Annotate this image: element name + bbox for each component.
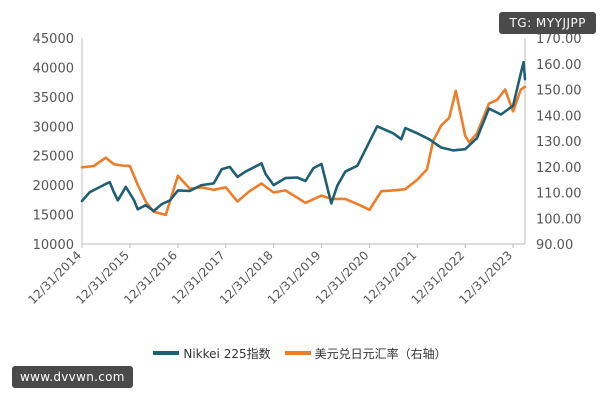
right-axis: 90.00 100.00 110.00 120.00 130.00 140.00 150.0… xyxy=(524,32,582,253)
right-tick-label: 90.00 xyxy=(536,238,573,253)
watermark-top-right: TG: MYYJJPP xyxy=(499,12,596,34)
right-tick-label: 130.00 xyxy=(536,135,582,150)
right-tick-label: 150.00 xyxy=(536,84,582,99)
series-line-nikkei xyxy=(80,60,527,213)
right-tick-label: 170.00 xyxy=(536,32,582,47)
left-tick-label: 15000 xyxy=(33,209,74,224)
left-tick-label: 10000 xyxy=(33,238,74,253)
series-layer xyxy=(80,60,527,217)
legend-swatch-usdjpy xyxy=(284,351,311,355)
left-tick-label: 45000 xyxy=(33,32,74,47)
left-tick-label: 40000 xyxy=(33,61,74,76)
legend-item-nikkei: Nikkei 225指数 xyxy=(153,345,271,362)
right-tick-label: 100.00 xyxy=(536,212,582,227)
right-tick-label: 160.00 xyxy=(536,58,582,73)
left-tick-label: 25000 xyxy=(33,150,74,165)
legend-item-usdjpy: 美元兑日元汇率（右轴） xyxy=(284,345,447,362)
left-tick-label: 35000 xyxy=(33,91,74,106)
legend: Nikkei 225指数 美元兑日元汇率（右轴） xyxy=(0,343,600,363)
left-axis: 10000 15000 20000 25000 30000 35000 40000 45000 xyxy=(33,32,83,253)
left-tick-label: 20000 xyxy=(33,179,74,194)
legend-swatch-nikkei xyxy=(153,351,180,355)
series-line-usdjpy xyxy=(80,85,527,217)
legend-label-nikkei: Nikkei 225指数 xyxy=(183,346,271,361)
legend-label-usdjpy: 美元兑日元汇率（右轴） xyxy=(314,346,447,361)
right-tick-label: 140.00 xyxy=(536,109,582,124)
watermark-bottom-left[interactable]: www.dvvwn.com xyxy=(12,366,133,388)
right-tick-label: 110.00 xyxy=(536,187,582,202)
x-axis: 12/31/201412/31/201512/31/201612/31/2017… xyxy=(25,243,525,307)
left-tick-label: 30000 xyxy=(33,120,74,135)
right-tick-label: 120.00 xyxy=(536,161,582,176)
